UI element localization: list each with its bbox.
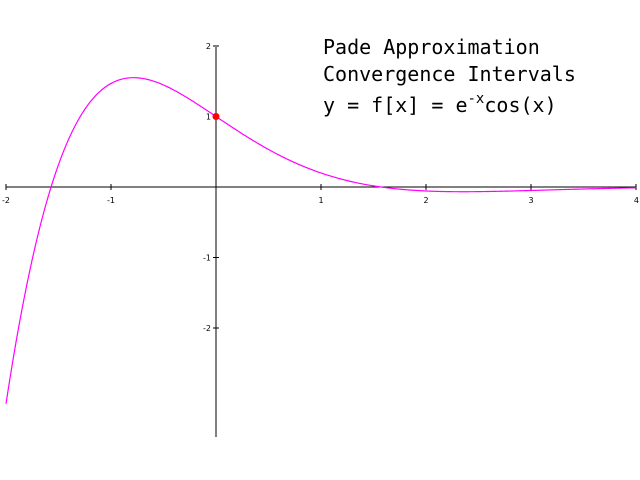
chart-title-formula: y = f[x] = e-xcos(x) [323, 92, 557, 115]
y-tick-label: 2 [206, 42, 211, 51]
y-tick-label: 1 [206, 113, 211, 122]
y-tick-label: -1 [203, 254, 211, 263]
highlight-point [212, 113, 220, 120]
x-tick-label: 2 [423, 196, 428, 205]
x-tick-label: -2 [2, 196, 10, 205]
y-tick-label: -2 [203, 324, 211, 333]
x-tick-label: 4 [634, 196, 639, 205]
chart-title-line-1: Pade Approximation [323, 35, 540, 59]
series [5, 77, 637, 404]
chart-title-line-2: Convergence Intervals [323, 62, 576, 86]
formula-exponent: -x [467, 91, 485, 107]
formula-prefix: y = f[x] = e [323, 93, 468, 117]
highlight-points [212, 113, 220, 120]
x-tick-label: -1 [107, 196, 115, 205]
x-tick-label: 1 [318, 196, 323, 205]
x-tick-label: 3 [528, 196, 533, 205]
tick-labels: -2 -1 1 2 3 4 -2 -1 1 2 [2, 42, 639, 333]
formula-suffix: cos(x) [484, 93, 557, 117]
series-line [5, 77, 637, 404]
